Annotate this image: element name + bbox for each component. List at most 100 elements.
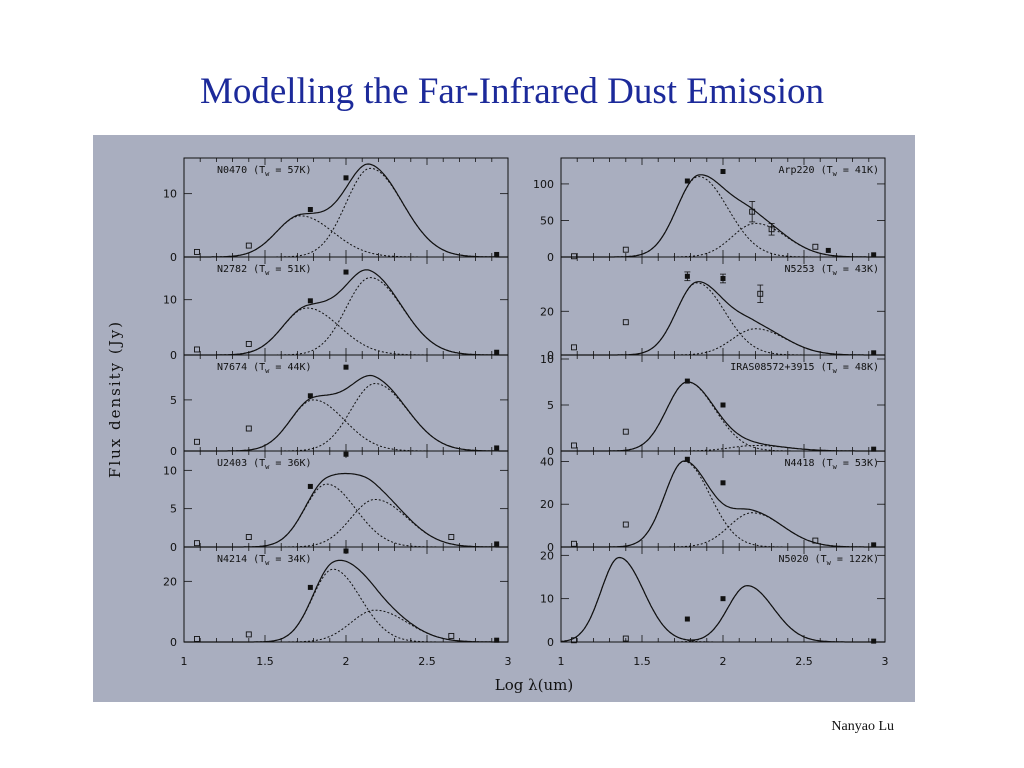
panel-right-1-total-curve xyxy=(561,281,885,356)
panel-left-3-data-point xyxy=(245,534,252,540)
panel-left-2-component-curve-1 xyxy=(184,399,508,452)
panel-right-2-ytick-label: 5 xyxy=(547,399,554,412)
panel-left-0-data-point xyxy=(494,251,500,257)
panel-right-4-ytick-label: 0 xyxy=(547,636,554,649)
panel-right-0-label: Arp220 (Tw = 41K) xyxy=(778,165,879,178)
panel-right-3-data-point xyxy=(622,521,629,528)
panel-left-2-component-curve-2 xyxy=(184,382,508,452)
figure-panel: 0 10 N0470 (Tw = 57K) 0 10 N2782 (Tw = 51K) 0 5… xyxy=(93,135,915,702)
panel-left-0-data-point xyxy=(307,207,313,212)
panel-left-4-component-curve-1 xyxy=(184,568,508,643)
panel-left-4-data-point xyxy=(307,584,313,590)
panel-left-0-data-point xyxy=(245,242,252,249)
panel-right-0-data-point xyxy=(768,226,775,233)
panel-right-0-data-point xyxy=(749,208,756,215)
panel-right-4-component-curve-2 xyxy=(561,585,885,643)
panel-right-0-ytick-label: 100 xyxy=(533,178,554,191)
x-tick-label-right: 1.5 xyxy=(633,655,651,668)
panel-left-0-label: N0470 (Tw = 57K) xyxy=(217,165,312,178)
panel-left-2-data-point xyxy=(307,393,313,399)
panel-right-4-data-point xyxy=(622,635,629,642)
panel-right-2-data-point xyxy=(622,428,629,435)
panel-left-3-component-curve-1 xyxy=(184,483,508,548)
panel-right-0-ytick-label: 50 xyxy=(540,214,554,227)
panel-left-2-data-point xyxy=(343,364,349,370)
panel-left-2-total-curve xyxy=(184,374,508,452)
x-tick-label-left: 3 xyxy=(505,655,512,668)
panel-right-4-data-point xyxy=(871,638,877,644)
panel-right-0-data-point xyxy=(622,246,629,253)
panel-left-4-label: N4214 (Tw = 34K) xyxy=(217,554,312,567)
panel-left-4-ytick-label: 0 xyxy=(170,636,177,649)
panel-right-4-data-point xyxy=(720,596,726,602)
panel-right-4-ytick-label: 20 xyxy=(540,549,554,562)
panel-right-4-ytick-label: 10 xyxy=(540,593,554,606)
panel-left-0-ytick-label: 0 xyxy=(170,251,177,264)
panel-right-3-data-point xyxy=(812,537,819,544)
panel-left-1-ytick-label: 0 xyxy=(170,349,177,362)
panel-left-3-ytick-label: 5 xyxy=(170,503,177,516)
panel-right-1-ytick-label: 20 xyxy=(540,305,554,318)
panel-left-4-data-point xyxy=(245,631,252,638)
panel-left-3-component-curve-2 xyxy=(184,499,508,548)
panel-left-3-data-point xyxy=(448,534,455,540)
panel-left-3-data-point xyxy=(343,451,349,457)
x-tick-label-right: 1 xyxy=(558,655,565,668)
panel-right-1-data-point xyxy=(757,290,764,297)
panel-left-2-ytick-label: 5 xyxy=(170,394,177,407)
panel-right-2-data-point xyxy=(720,402,726,408)
x-tick-label-left: 1 xyxy=(181,655,188,668)
panel-right-4-data-point xyxy=(684,616,690,622)
panel-left-2-ytick-label: 0 xyxy=(170,445,177,458)
panel-right-3-ytick-label: 20 xyxy=(540,498,554,511)
panel-right-0-data-point xyxy=(684,178,690,184)
panel-right-2-total-curve xyxy=(561,381,885,452)
panel-right-0-data-point xyxy=(571,253,577,260)
panel-right-2-data-point xyxy=(871,446,877,452)
panel-right-3-data-point xyxy=(871,542,877,548)
panel-right-3-label: N4418 (Tw = 53K) xyxy=(784,458,879,471)
panel-left-1-data-point xyxy=(194,346,200,353)
x-tick-label-right: 3 xyxy=(882,655,889,668)
panel-right-1-data-point xyxy=(871,350,877,356)
panel-left-1-component-curve-1 xyxy=(184,307,508,356)
x-tick-label-left: 2 xyxy=(343,655,350,668)
panel-left-0-component-curve-2 xyxy=(184,167,508,258)
panel-right-4-data-point xyxy=(571,637,577,644)
y-axis-title: Flux density (Jy) xyxy=(106,320,124,478)
panel-left-3-ytick-label: 10 xyxy=(163,464,177,477)
panel-left-4-ytick-label: 20 xyxy=(163,575,177,588)
panel-left-0-total-curve xyxy=(184,163,508,258)
panel-right-2-component-curve-1 xyxy=(561,381,885,452)
panel-right-1-data-point xyxy=(684,273,690,279)
panel-left-4-data-point xyxy=(194,636,200,642)
panel-left-2-data-point xyxy=(494,445,500,451)
panel-right-0-ytick-label: 0 xyxy=(547,251,554,264)
panel-left-0-data-point xyxy=(343,175,349,181)
x-tick-label-right: 2.5 xyxy=(795,655,813,668)
panel-right-1-ytick-label: 0 xyxy=(547,349,554,362)
slide-title: Modelling the Far-Infrared Dust Emission xyxy=(199,71,825,112)
panel-right-2-data-point xyxy=(684,378,690,384)
panel-left-1-label: N2782 (Tw = 51K) xyxy=(217,264,312,277)
panel-right-2-ytick-label: 10 xyxy=(540,353,554,366)
panel-left-1-data-point xyxy=(343,269,349,275)
panel-left-3-data-point xyxy=(194,540,200,547)
panel-right-3-ytick-label: 40 xyxy=(540,455,554,468)
panel-right-1-component-curve-1 xyxy=(561,282,885,356)
panel-left-0-ytick-label: 10 xyxy=(163,188,177,201)
panel-left-1-data-point xyxy=(307,298,313,304)
panel-right-3-component-curve-1 xyxy=(561,460,885,548)
x-tick-label-left: 2.5 xyxy=(418,655,436,668)
panel-right-4-total-curve xyxy=(560,556,885,643)
panel-left-4-data-point xyxy=(494,637,500,643)
panel-right-2-data-point xyxy=(571,442,577,449)
panel-left-3-total-curve xyxy=(184,472,508,548)
panel-right-3-data-point xyxy=(720,480,726,486)
panel-left-3-data-point xyxy=(307,483,313,489)
panel-right-2-label: IRAS08572+3915 (Tw = 48K) xyxy=(730,362,879,375)
panel-right-2-ytick-label: 0 xyxy=(547,445,554,458)
x-axis-title: Log λ(um) xyxy=(495,676,573,694)
author-name: Nanyao Lu xyxy=(831,719,894,734)
